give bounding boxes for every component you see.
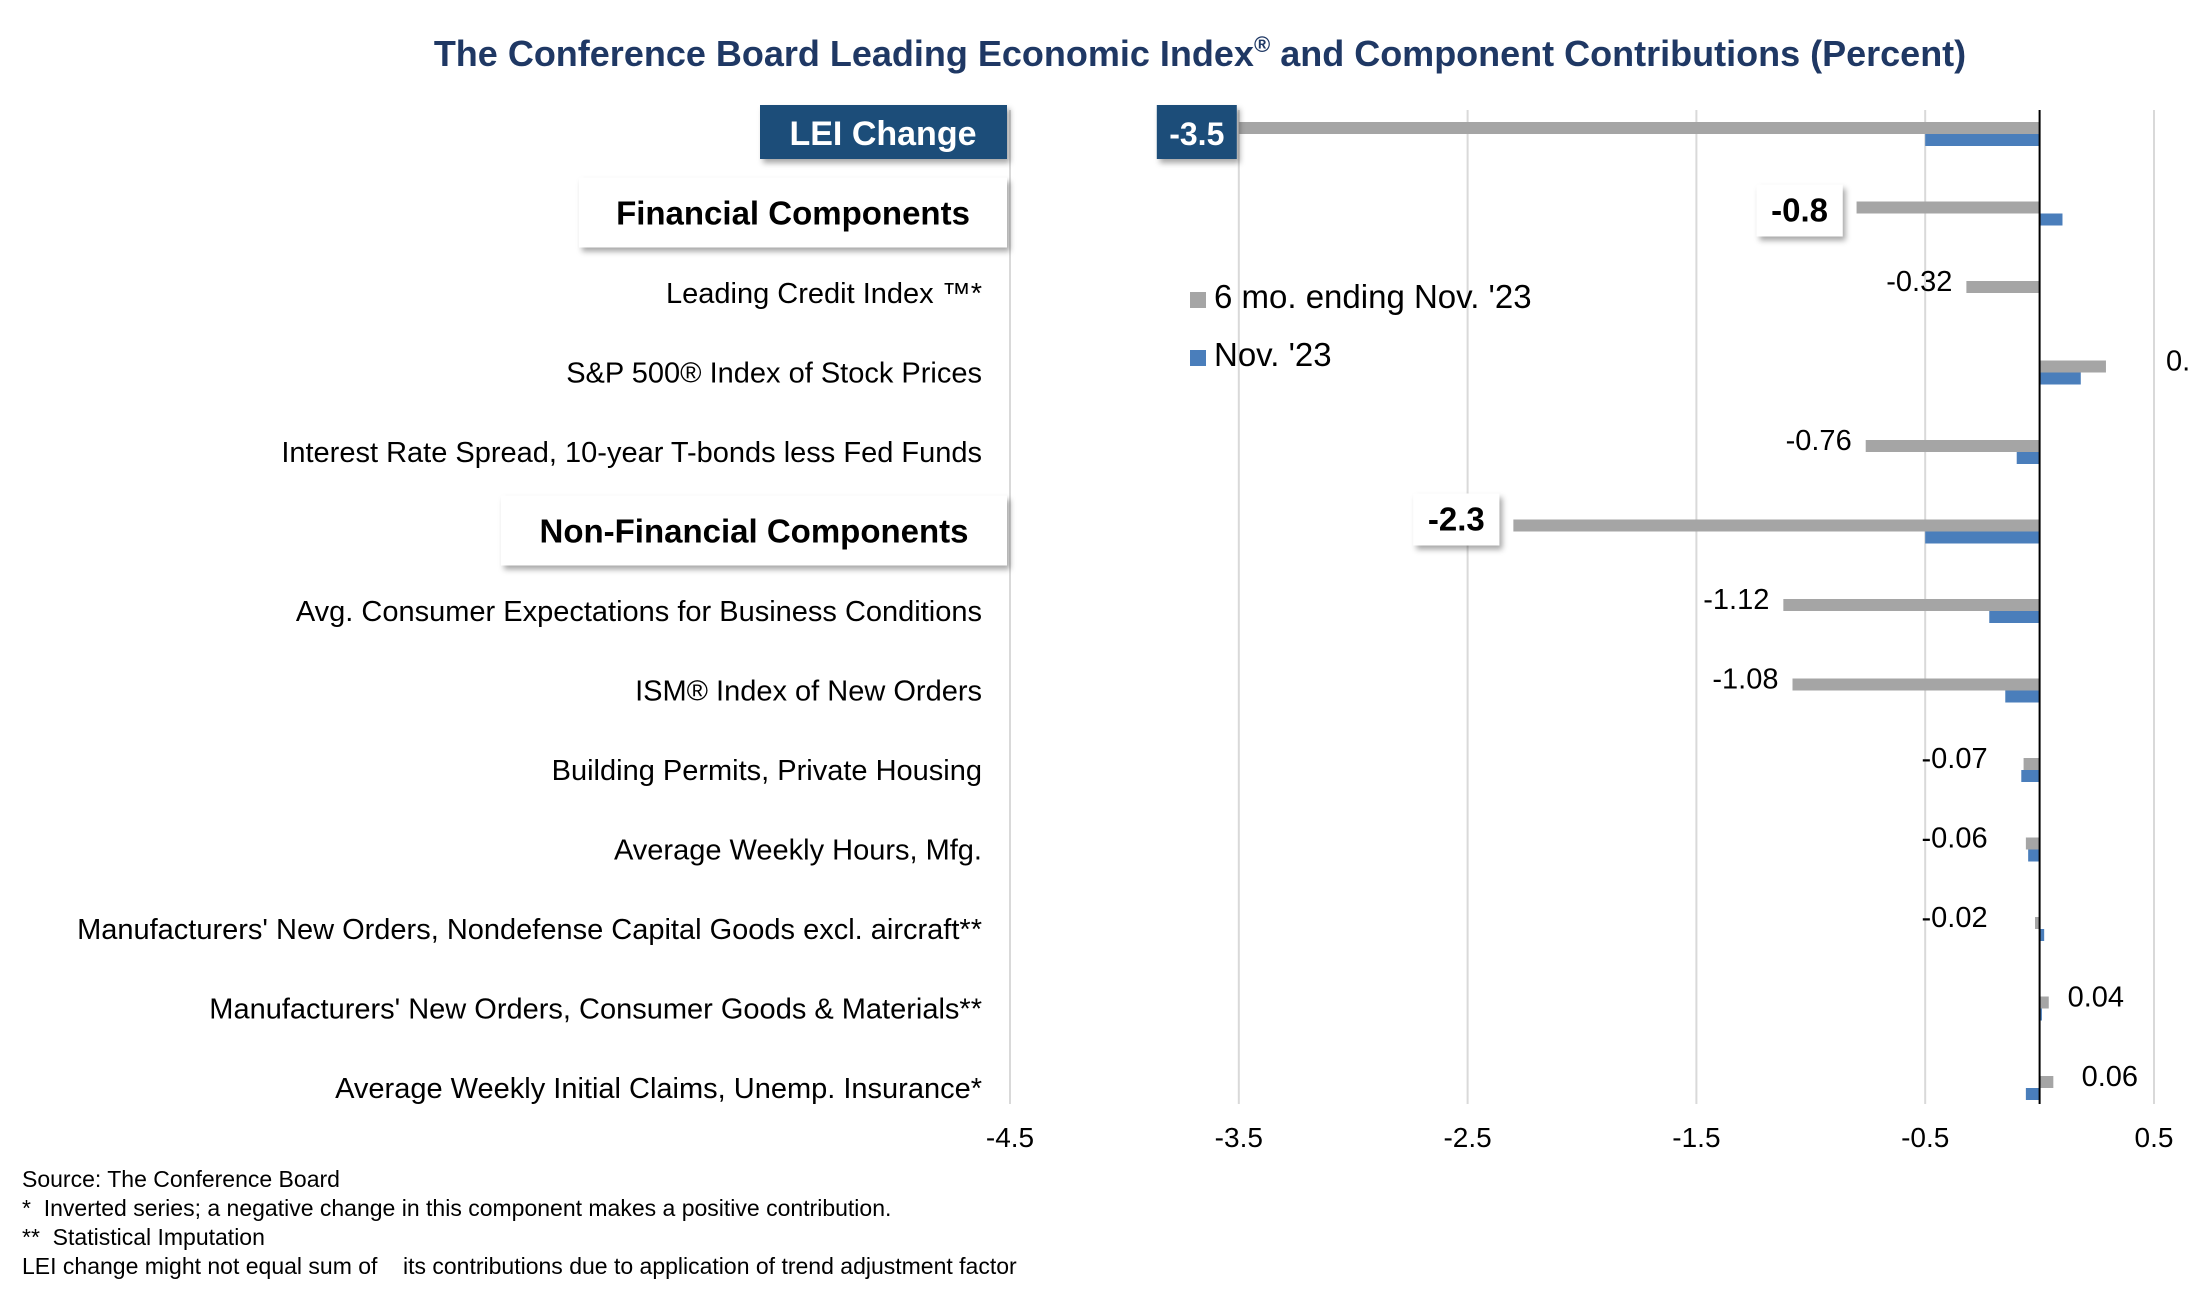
legend: 6 mo. ending Nov. '23 Nov. '23 bbox=[1190, 278, 1532, 373]
bar-six-month-lei-change bbox=[1238, 122, 2040, 134]
bar-monthly-s-p-500-index-of-stock-prices bbox=[2039, 372, 2081, 385]
x-tick-label: 0.5 bbox=[2135, 1122, 2174, 1153]
x-tick-label: -1.5 bbox=[1672, 1122, 1720, 1153]
bar-six-month-s-p-500-index-of-stock-prices bbox=[2039, 360, 2106, 373]
x-tick-label: -4.5 bbox=[986, 1122, 1034, 1153]
data-label: -2.3 bbox=[1428, 501, 1485, 538]
category-header-non-financial-components: Non-Financial Components bbox=[501, 495, 1007, 566]
category-label-average-weekly-initial-claims-unemp-insurance: Average Weekly Initial Claims, Unemp. In… bbox=[335, 1073, 982, 1105]
bar-six-month-interest-rate-spread-10-year-t-bonds-less-fed-funds bbox=[1865, 440, 2040, 452]
header-box bbox=[760, 105, 1007, 159]
legend-swatch-six-month bbox=[1190, 292, 1206, 308]
bar-six-month-manufacturers-new-orders-nondefense-capital-goods-excl-aircraft bbox=[2035, 917, 2040, 929]
header-box bbox=[501, 495, 1007, 566]
notes: Source: The Conference Board * Inverted s… bbox=[22, 1166, 1017, 1279]
footnote: Source: The Conference Board bbox=[22, 1166, 340, 1192]
data-label-box: -2.3 bbox=[1413, 493, 1500, 546]
footnote: ** Statistical Imputation bbox=[22, 1224, 265, 1250]
data-labels: -3.5 -0.8 -0.32 0.29 -0.76 -2.3 -1.12 -1.08 -0.0… bbox=[1156, 105, 2188, 1093]
chart-title-superscript: ® bbox=[1254, 32, 1270, 57]
bar-six-month-non-financial-components bbox=[1513, 519, 2040, 532]
bar-six-month-average-weekly-initial-claims-unemp-insurance bbox=[2039, 1076, 2054, 1088]
bar-monthly-building-permits-private-housing bbox=[2021, 770, 2040, 782]
x-tick-label: -0.5 bbox=[1901, 1122, 1949, 1153]
data-label-box: -0.8 bbox=[1756, 184, 1843, 237]
bar-six-month-manufacturers-new-orders-consumer-goods-materials bbox=[2039, 996, 2049, 1009]
bar-six-month-avg-consumer-expectations-for-business-conditions bbox=[1783, 599, 2040, 611]
chart-title-main: The Conference Board Leading Economic In… bbox=[434, 33, 1254, 74]
data-label: 0.29 bbox=[2166, 346, 2188, 378]
bar-six-month-leading-credit-index bbox=[1966, 281, 2040, 293]
bar-six-month-ism-index-of-new-orders bbox=[1792, 678, 2040, 691]
category-label-leading-credit-index: Leading Credit Index ™* bbox=[666, 278, 982, 310]
data-label: -1.12 bbox=[1703, 584, 1769, 616]
data-label-bg bbox=[1156, 105, 1237, 159]
bars bbox=[1238, 122, 2106, 1100]
data-label: -1.08 bbox=[1712, 664, 1778, 696]
legend-label-monthly: Nov. '23 bbox=[1214, 336, 1332, 373]
footnote: LEI change might not equal sum of its co… bbox=[22, 1253, 1017, 1279]
data-label: -0.8 bbox=[1771, 192, 1828, 229]
bar-monthly-average-weekly-hours-mfg bbox=[2028, 849, 2040, 862]
chart-title-rest: and Component Contributions (Percent) bbox=[1270, 33, 1966, 74]
bar-monthly-interest-rate-spread-10-year-t-bonds-less-fed-funds bbox=[2016, 452, 2040, 464]
category-header-financial-components: Financial Components bbox=[579, 177, 1007, 248]
data-label: -3.5 bbox=[1169, 116, 1224, 152]
category-label-avg-consumer-expectations-for-business-conditions: Avg. Consumer Expectations for Business … bbox=[296, 596, 982, 628]
category-label: LEI Change bbox=[789, 115, 976, 153]
legend-label-six-month: 6 mo. ending Nov. '23 bbox=[1214, 278, 1532, 315]
bar-six-month-financial-components bbox=[1856, 201, 2040, 214]
x-tick-label: -3.5 bbox=[1215, 1122, 1263, 1153]
header-box bbox=[579, 177, 1007, 248]
data-label: 0.04 bbox=[2068, 982, 2124, 1014]
bar-monthly-ism-index-of-new-orders bbox=[2005, 690, 2040, 703]
bar-monthly-manufacturers-new-orders-consumer-goods-materials bbox=[2039, 1008, 2042, 1021]
category-label-ism-index-of-new-orders: ISM® Index of New Orders bbox=[635, 676, 982, 708]
category-labels: LEI Change Financial Components Leading Cr… bbox=[77, 105, 1007, 1105]
category-label: Financial Components bbox=[616, 195, 970, 232]
data-label-bg bbox=[1756, 184, 1843, 237]
category-label: Non-Financial Components bbox=[540, 513, 969, 550]
data-label: -0.07 bbox=[1921, 743, 1987, 775]
data-label: -0.02 bbox=[1921, 902, 1987, 934]
bar-six-month-average-weekly-hours-mfg bbox=[2025, 837, 2040, 850]
category-header-lei-change: LEI Change bbox=[760, 105, 1007, 159]
chart-title: The Conference Board Leading Economic In… bbox=[434, 32, 1966, 74]
bar-monthly-lei-change bbox=[1925, 134, 2040, 146]
category-label-manufacturers-new-orders-nondefense-capital-goods-excl-aircraft: Manufacturers' New Orders, Nondefense Ca… bbox=[77, 914, 982, 946]
data-label-box-dark: -3.5 bbox=[1156, 105, 1237, 159]
bar-monthly-avg-consumer-expectations-for-business-conditions bbox=[1989, 611, 2040, 623]
category-label-average-weekly-hours-mfg: Average Weekly Hours, Mfg. bbox=[614, 835, 982, 867]
category-label-interest-rate-spread-10-year-t-bonds-less-fed-funds: Interest Rate Spread, 10-year T-bonds le… bbox=[281, 437, 982, 469]
bar-monthly-manufacturers-new-orders-nondefense-capital-goods-excl-aircraft bbox=[2039, 929, 2045, 941]
category-label-building-permits-private-housing: Building Permits, Private Housing bbox=[552, 755, 982, 787]
x-axis: -4.5 -3.5 -2.5 -1.5 -0.5 0.5 bbox=[986, 110, 2174, 1153]
bar-six-month-building-permits-private-housing bbox=[2023, 758, 2040, 770]
legend-swatch-monthly bbox=[1190, 350, 1206, 366]
category-label-manufacturers-new-orders-consumer-goods-materials: Manufacturers' New Orders, Consumer Good… bbox=[209, 994, 982, 1026]
category-label-s-p-500-index-of-stock-prices: S&P 500® Index of Stock Prices bbox=[566, 358, 982, 390]
bar-monthly-non-financial-components bbox=[1925, 531, 2040, 544]
data-label: 0.06 bbox=[2082, 1061, 2138, 1093]
data-label-bg bbox=[1413, 493, 1500, 546]
footnote: * Inverted series; a negative change in … bbox=[22, 1195, 891, 1221]
data-label: -0.06 bbox=[1921, 823, 1987, 855]
data-label: -0.76 bbox=[1786, 425, 1852, 457]
bar-monthly-financial-components bbox=[2039, 213, 2063, 226]
data-label: -0.32 bbox=[1886, 266, 1952, 298]
x-tick-label: -2.5 bbox=[1443, 1122, 1491, 1153]
bar-monthly-average-weekly-initial-claims-unemp-insurance bbox=[2025, 1088, 2040, 1100]
